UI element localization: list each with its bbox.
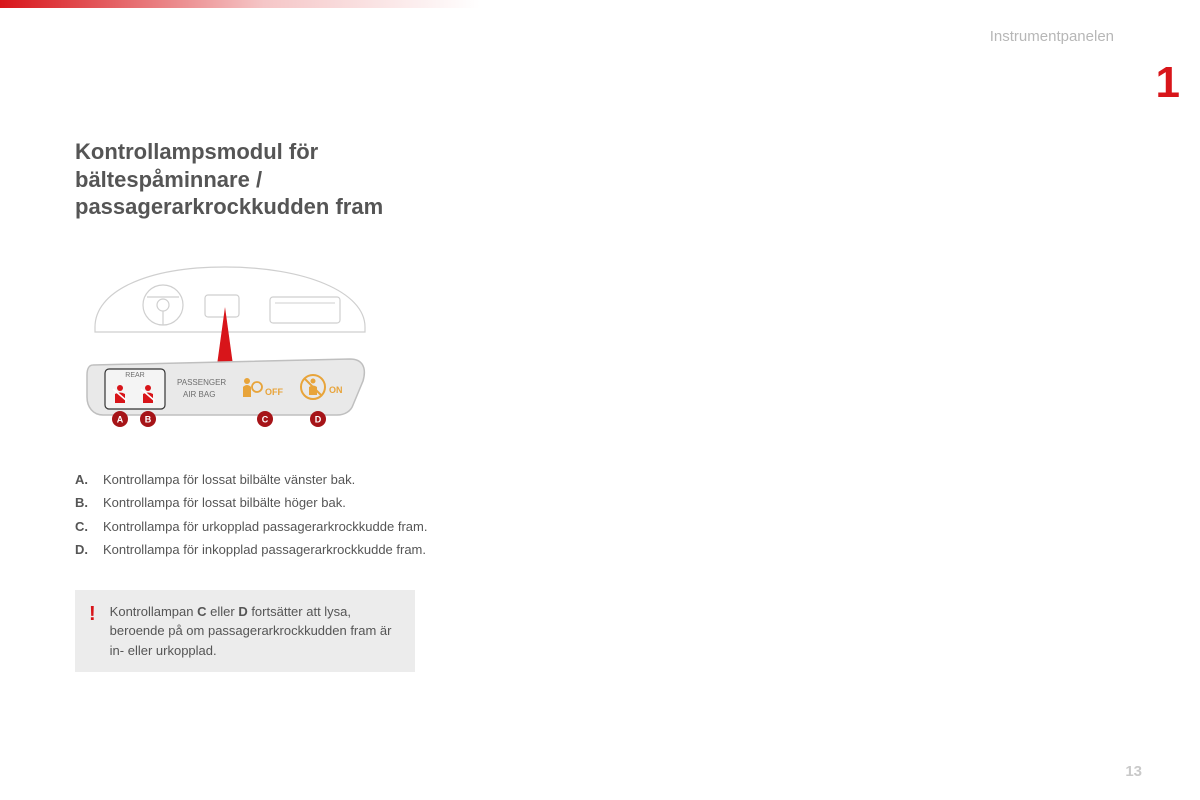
legend-row: A.Kontrollampa för lossat bilbälte vänst… (75, 470, 435, 490)
note-box: ! Kontrollampan C eller D fortsätter att… (75, 590, 415, 673)
page-number: 13 (1125, 763, 1142, 780)
legend-letter: C. (75, 517, 103, 537)
svg-text:B: B (145, 414, 152, 424)
chapter-number: 1 (1156, 58, 1180, 108)
svg-text:C: C (262, 414, 269, 424)
svg-text:ON: ON (329, 385, 343, 395)
legend-letter: D. (75, 540, 103, 560)
legend-list: A.Kontrollampa för lossat bilbälte vänst… (75, 470, 435, 560)
legend-row: C.Kontrollampa för urkopplad passagerark… (75, 517, 435, 537)
legend-text: Kontrollampa för lossat bilbälte höger b… (103, 493, 435, 513)
svg-text:D: D (315, 414, 322, 424)
section-label: Instrumentpanelen (990, 28, 1114, 45)
warning-icon: ! (89, 602, 96, 661)
legend-text: Kontrollampa för urkopplad passagerarkro… (103, 517, 435, 537)
page-title: Kontrollampsmodul för bältespåminnare / … (75, 138, 435, 221)
note-bold-d: D (238, 604, 247, 619)
legend-row: B.Kontrollampa för lossat bilbälte höger… (75, 493, 435, 513)
legend-text: Kontrollampa för inkopplad passagerarkro… (103, 540, 435, 560)
svg-text:OFF: OFF (265, 387, 283, 397)
svg-text:AIR BAG: AIR BAG (183, 390, 215, 399)
note-mid: eller (207, 604, 239, 619)
legend-text: Kontrollampa för lossat bilbälte vänster… (103, 470, 435, 490)
indicator-module-diagram: REAR PASSENGER AIR BAG OFF ON A B C D (75, 247, 385, 442)
svg-text:A: A (117, 414, 124, 424)
top-gradient-bar (0, 0, 480, 8)
legend-letter: B. (75, 493, 103, 513)
note-bold-c: C (197, 604, 206, 619)
svg-text:REAR: REAR (125, 372, 144, 379)
note-prefix: Kontrollampan (110, 604, 197, 619)
legend-letter: A. (75, 470, 103, 490)
legend-row: D.Kontrollampa för inkopplad passagerark… (75, 540, 435, 560)
note-text: Kontrollampan C eller D fortsätter att l… (110, 602, 401, 661)
svg-text:PASSENGER: PASSENGER (177, 378, 226, 387)
content-column: Kontrollampsmodul för bältespåminnare / … (75, 138, 435, 672)
